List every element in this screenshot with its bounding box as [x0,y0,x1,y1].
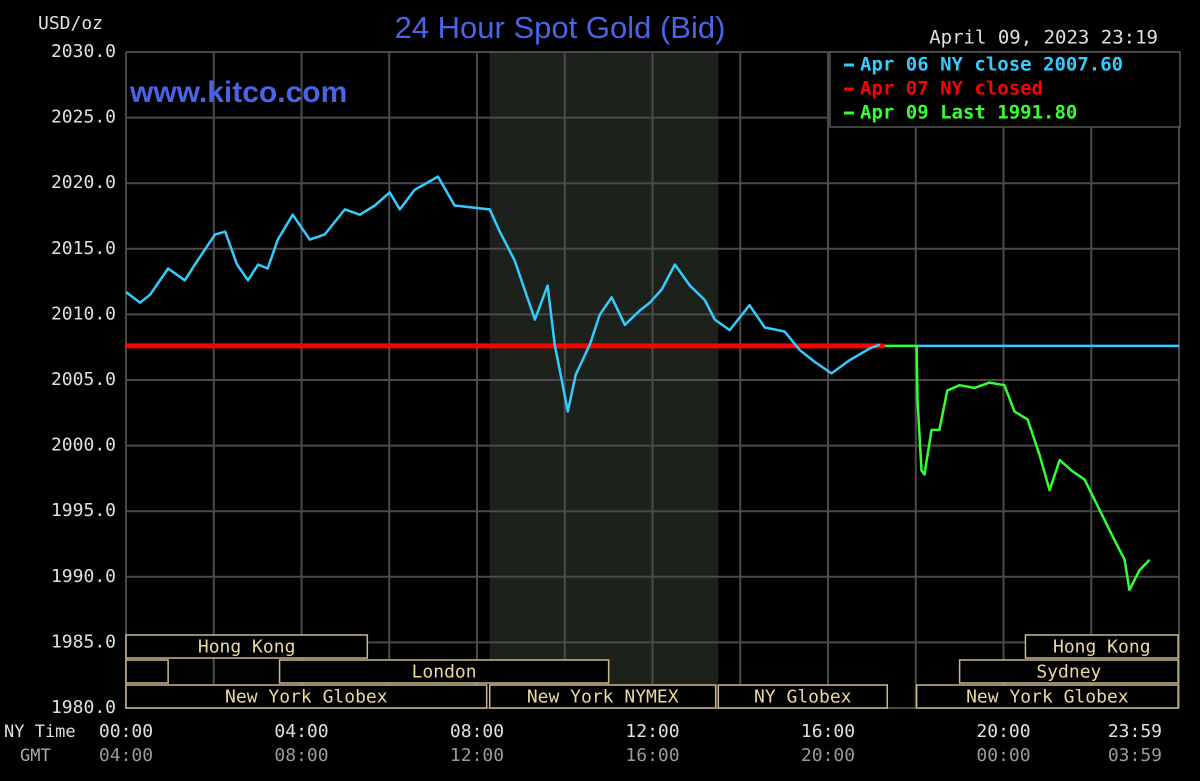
session-box [125,634,369,659]
x-tick-label: 04:00 [274,721,328,742]
session-label: New York NYMEX [527,687,679,708]
x2-axis-label: GMT [20,746,51,766]
y-axis-label: USD/oz [38,13,103,34]
session-box [958,659,1179,684]
session-label: Hong Kong [1053,637,1151,658]
session-label: New York Globex [966,687,1129,708]
x-tick-label: 20:00 [976,721,1030,742]
x-tick-label: 23:59 [1108,721,1162,742]
x-tick-label: 00:00 [99,721,153,742]
y-tick-label: 2030.0 [51,41,116,62]
watermark: www.kitco.com [129,76,347,109]
y-tick-label: 2010.0 [51,303,116,324]
session-box [915,684,1179,709]
session-label: Sydney [1036,662,1101,683]
session-label: New York Globex [225,687,388,708]
session-label: NY Globex [754,687,852,708]
y-tick-label: 2005.0 [51,369,116,390]
x2-tick-label: 03:59 [1108,745,1162,766]
y-tick-label: 1985.0 [51,631,116,652]
series-line [884,344,1151,592]
session-box [717,684,888,709]
session-box [1024,634,1179,659]
x2-tick-label: 20:00 [801,745,855,766]
x-tick-label: 08:00 [450,721,504,742]
legend-label: Apr 07 NY closed [860,78,1043,100]
grid: 1980.0 1985.0 1990.0 1995.0 2000.0 2005.0 2010… [51,41,1180,766]
x-axis-label: NY Time [4,722,76,742]
y-tick-label: 2020.0 [51,172,116,193]
y-tick-label: 1990.0 [51,566,116,587]
x2-tick-label: 08:00 [274,745,328,766]
timestamp: April 09, 2023 23:19 [929,27,1158,49]
y-tick-label: 2000.0 [51,435,116,456]
lines [125,175,1179,592]
legend-label: Apr 06 NY close 2007.60 [860,54,1123,76]
x-tick-label: 16:00 [801,721,855,742]
legend-box [829,51,1181,128]
session-box [488,684,717,709]
x2-tick-label: 16:00 [625,745,679,766]
sessions: Hong Kong Hong Kong London Sydney New York G… [125,634,1179,709]
x2-tick-label: 00:00 [976,745,1030,766]
x2-tick-label: 04:00 [99,745,153,766]
session-box [278,659,610,684]
y-tick-label: 2015.0 [51,238,116,259]
y-tick-label: 2025.0 [51,107,116,128]
legend-label: Apr 09 Last 1991.80 [860,102,1077,124]
session-box [125,684,488,709]
x2-tick-label: 12:00 [450,745,504,766]
x-tick-label: 12:00 [625,721,679,742]
session-label: Hong Kong [198,637,296,658]
y-tick-label: 1980.0 [51,697,116,718]
y-tick-label: 1995.0 [51,500,116,521]
session-box [125,659,169,684]
series-line [125,175,1179,413]
chart-title: 24 Hour Spot Gold (Bid) [395,10,726,45]
session-label: London [412,662,477,683]
